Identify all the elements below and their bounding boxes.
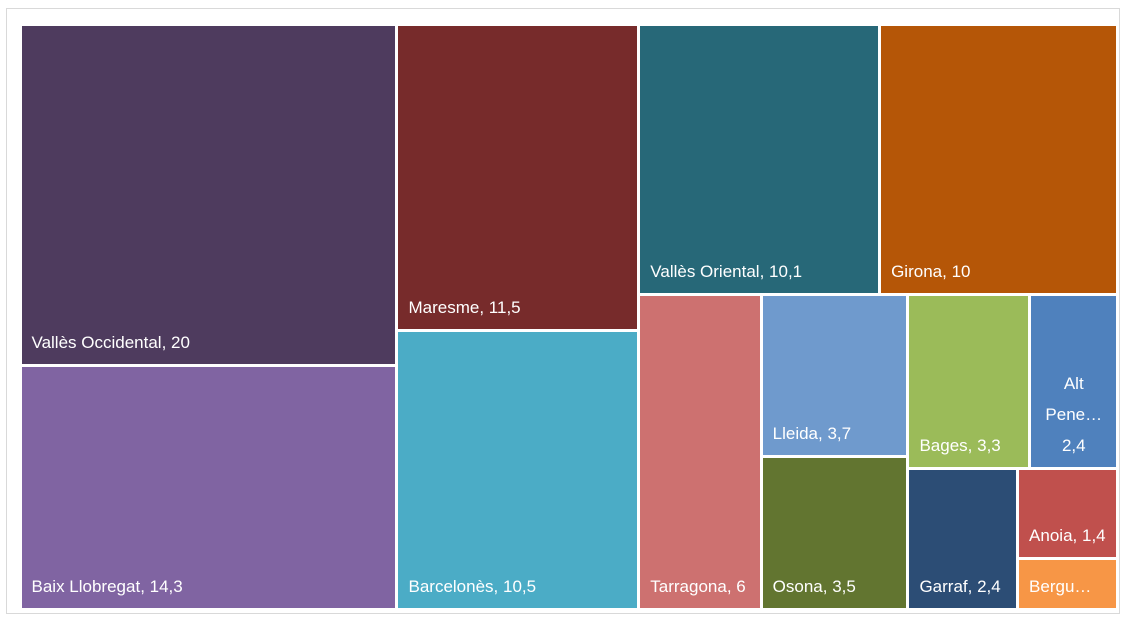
treemap-cell: Tarragona, 6: [640, 295, 760, 609]
category-name: Anoia: [1029, 526, 1073, 546]
treemap-cell: Baix Llobregat, 14,3: [21, 367, 396, 609]
category-name: Vallès Oriental: [650, 261, 760, 281]
category-name: Garraf: [919, 577, 968, 597]
category-name: Vallès Occidental: [31, 333, 162, 353]
value-label: 1,4: [1081, 526, 1106, 546]
value-label: 20: [171, 333, 190, 353]
value-label: 6: [736, 577, 746, 597]
data-label: Lleida, 3,7: [763, 418, 907, 455]
label-separator: ,: [942, 261, 952, 281]
value-label: 10: [951, 261, 971, 281]
value-label: 14,3: [149, 577, 183, 597]
treemap-cell: Alt Pene… 2,4: [1031, 295, 1117, 468]
value-label: 3,5: [832, 577, 856, 597]
treemap-cell: Bages, 3,3: [909, 295, 1029, 468]
data-label: Baix Llobregat, 14,3: [22, 571, 396, 608]
data-label: Maresme, 11,5: [398, 292, 637, 329]
label-separator: ,: [967, 577, 978, 597]
data-label: Barcelonès, 10,5: [398, 571, 637, 608]
label-separator: ,: [822, 577, 833, 597]
data-label: Garraf, 2,4: [909, 571, 1016, 608]
treemap-cell: Garraf, 2,4: [909, 470, 1017, 609]
label-separator: ,: [726, 577, 737, 597]
treemap-cell: Osona, 3,5: [762, 457, 907, 609]
data-label: Vallès Oriental, 10,1: [640, 256, 878, 293]
treemap-cell: Anoia, 1,4: [1019, 470, 1117, 558]
category-name: Bergu…: [1029, 577, 1092, 597]
treemap-cell: Maresme, 11,5: [398, 25, 638, 329]
category-name: Osona: [772, 577, 823, 597]
label-separator: ,: [479, 297, 489, 317]
data-label: Tarragona, 6: [640, 571, 759, 608]
treemap-cell: Vallès Oriental, 10,1: [640, 25, 879, 293]
category-name: Alt Pene…: [1045, 374, 1103, 425]
label-separator: ,: [493, 577, 503, 597]
category-name: Baix Llobregat: [31, 577, 141, 597]
label-separator: ,: [140, 577, 150, 597]
label-separator: ,: [759, 261, 770, 281]
label-separator: ,: [161, 333, 172, 353]
value-label: 2,4: [977, 577, 1001, 597]
category-name: Lleida: [772, 423, 819, 443]
category-name: Maresme: [408, 297, 480, 317]
value-label: 3,3: [977, 436, 1001, 456]
data-label: Vallès Occidental, 20: [22, 327, 396, 364]
treemap-cell: Barcelonès, 10,5: [398, 331, 638, 609]
category-name: Bages: [919, 436, 968, 456]
treemap-cell: Bergu…: [1019, 560, 1117, 609]
data-label: Bages, 3,3: [909, 430, 1028, 467]
value-label: 10,5: [503, 577, 537, 597]
label-separator: ,: [818, 423, 828, 443]
treemap-cell: Girona, 10: [881, 25, 1117, 293]
chart-frame: [6, 8, 1120, 614]
data-label: Osona, 3,5: [763, 571, 907, 608]
value-label: 10,1: [769, 261, 803, 281]
category-name: Tarragona: [650, 577, 727, 597]
data-label: Anoia, 1,4: [1019, 520, 1116, 557]
treemap-cell: Lleida, 3,7: [762, 295, 907, 455]
category-name: Girona: [891, 261, 943, 281]
value-label: 3,7: [827, 423, 852, 443]
data-label: Alt Pene… 2,4: [1031, 368, 1116, 467]
data-label: Girona, 10: [881, 256, 1116, 293]
treemap-cell: Vallès Occidental, 20: [21, 25, 396, 365]
data-label: Bergu…: [1019, 571, 1116, 608]
label-separator: ,: [967, 436, 978, 456]
value-label: 11,5: [488, 297, 521, 317]
label-separator: ,: [1072, 526, 1082, 546]
category-name: Barcelonès: [408, 577, 494, 597]
value-label: 2,4: [1061, 436, 1086, 456]
